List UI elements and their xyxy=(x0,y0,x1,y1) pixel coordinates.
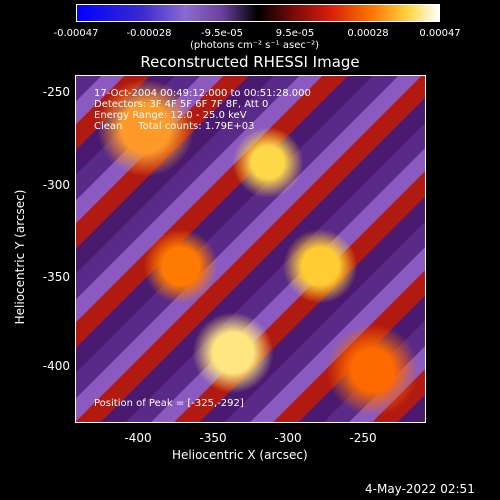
y-tick-label: -300 xyxy=(42,178,70,192)
colorbar-unit: (photons cm⁻² s⁻¹ asec⁻²) xyxy=(190,40,320,51)
method-counts: Clean Total counts: 1.79E+03 xyxy=(94,121,255,132)
colorbar-tick: -9.5e-05 xyxy=(201,28,243,39)
y-axis-label: Heliocentric Y (arcsec) xyxy=(13,189,27,325)
time-range: 17-Oct-2004 00:49:12.000 to 00:51:28.000 xyxy=(94,88,311,99)
colorbar-tick: 0.00028 xyxy=(347,28,389,39)
y-tick-label: -250 xyxy=(42,85,70,99)
colorbar xyxy=(76,4,440,22)
detectors: Detectors: 3F 4F 5F 6F 7F 8F, Att 0 xyxy=(94,99,269,110)
colorbar-tick: -0.00047 xyxy=(53,28,99,39)
x-tick-label: -350 xyxy=(199,431,227,445)
colorbar-tick: 9.5e-05 xyxy=(275,28,315,39)
image-title: Reconstructed RHESSI Image xyxy=(140,53,360,71)
y-tick-label: -350 xyxy=(42,270,70,284)
peak-position: Position of Peak = [-325,-292] xyxy=(94,398,244,409)
rhessi-image xyxy=(75,75,426,423)
x-tick-label: -250 xyxy=(349,431,377,445)
y-tick-label: -400 xyxy=(42,359,70,373)
x-axis-label: Heliocentric X (arcsec) xyxy=(172,448,308,462)
x-tick-label: -300 xyxy=(274,431,302,445)
energy-range: Energy Range: 12.0 - 25.0 keV xyxy=(94,110,247,121)
colorbar-tick: 0.00047 xyxy=(419,28,461,39)
footer-date: 4-May-2022 02:51 xyxy=(365,482,475,496)
colorbar-tick: -0.00028 xyxy=(126,28,172,39)
x-tick-label: -400 xyxy=(124,431,152,445)
